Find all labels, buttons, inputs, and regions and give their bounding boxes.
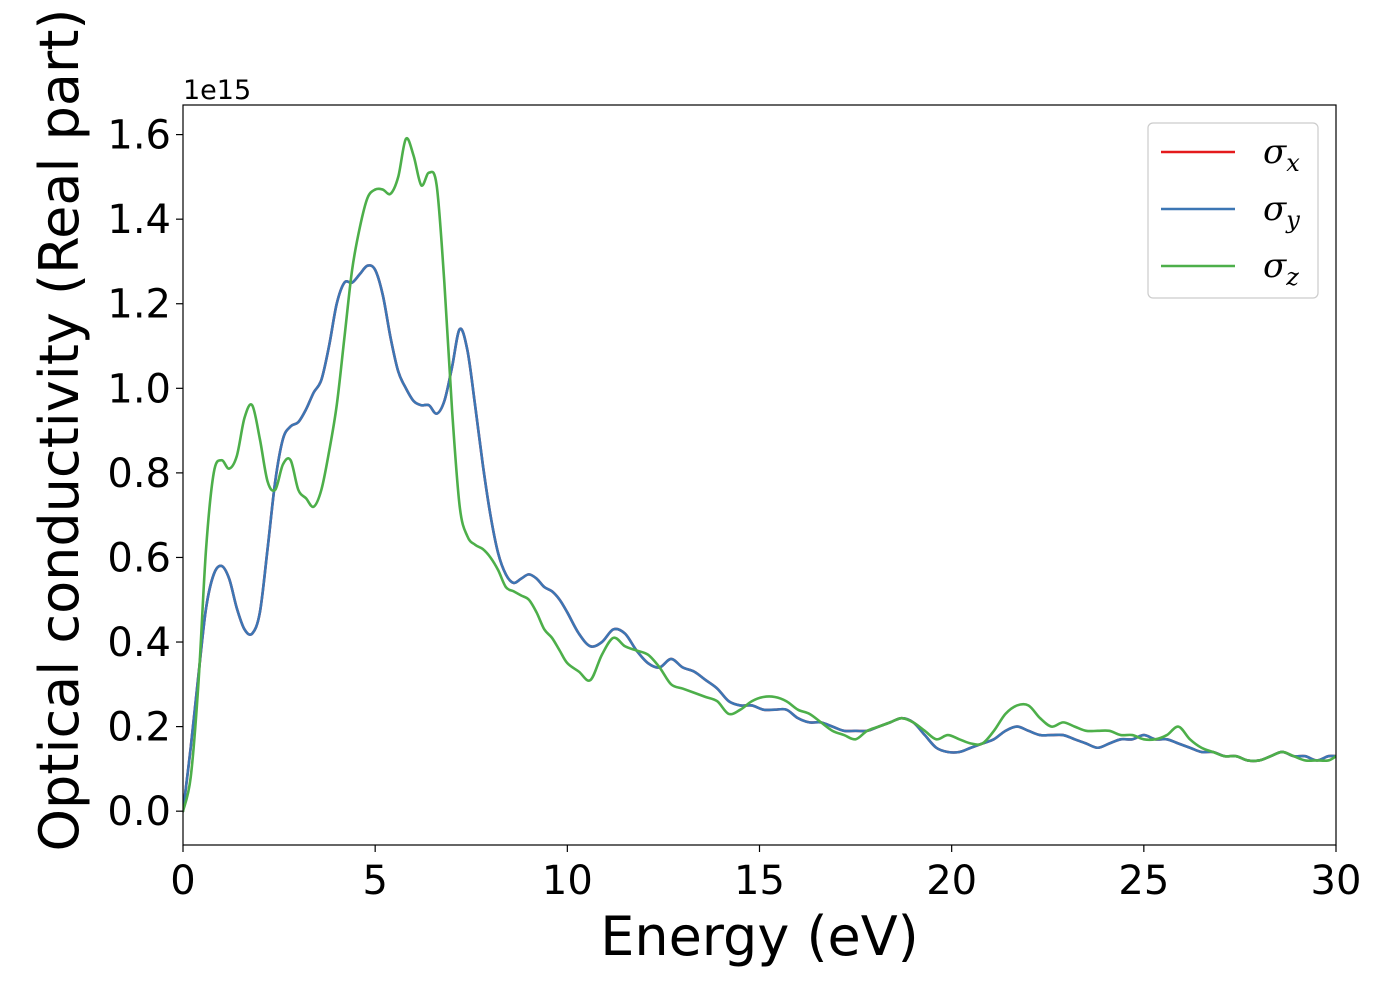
y-tick-label: 1.4	[107, 197, 171, 243]
x-tick-label: 25	[1118, 858, 1169, 904]
series-line-z	[183, 136, 1336, 813]
x-tick-label: 20	[926, 858, 977, 904]
x-tick-label: 5	[362, 858, 387, 904]
legend-box	[1147, 122, 1319, 299]
x-axis: 0 5 10 15 20 25 30	[170, 845, 1361, 904]
y-tick-label: 1.6	[107, 113, 171, 159]
x-axis-title: Energy (eV)	[600, 905, 919, 968]
x-tick-label: 0	[170, 858, 195, 904]
y-tick-label: 0.8	[107, 451, 171, 497]
legend-entry-y: σy	[1263, 189, 1300, 234]
y-tick-label: 0.6	[107, 535, 171, 581]
y-tick-label: 1.0	[107, 366, 171, 412]
series-layer	[183, 136, 1336, 813]
y-tick-label: 0.4	[107, 620, 171, 666]
y-tick-label: 0.0	[107, 789, 171, 835]
legend-entry-z: σz	[1263, 246, 1299, 291]
y-axis: 0.0 0.2 0.4 0.6 0.8 1.0 1.2 1.4 1.6	[107, 113, 183, 835]
legend-entry-x: σx	[1263, 132, 1300, 177]
y-tick-label: 0.2	[107, 705, 171, 751]
y-axis-title: Optical conductivity (Real part)	[28, 9, 91, 852]
x-tick-label: 10	[542, 858, 593, 904]
series-line-y	[183, 264, 1336, 813]
x-tick-label: 15	[734, 858, 785, 904]
legend: σx σy σz	[1147, 122, 1319, 299]
y-offset-label: 1e15	[183, 75, 251, 106]
y-tick-label: 1.2	[107, 282, 171, 328]
x-tick-label: 30	[1311, 858, 1362, 904]
